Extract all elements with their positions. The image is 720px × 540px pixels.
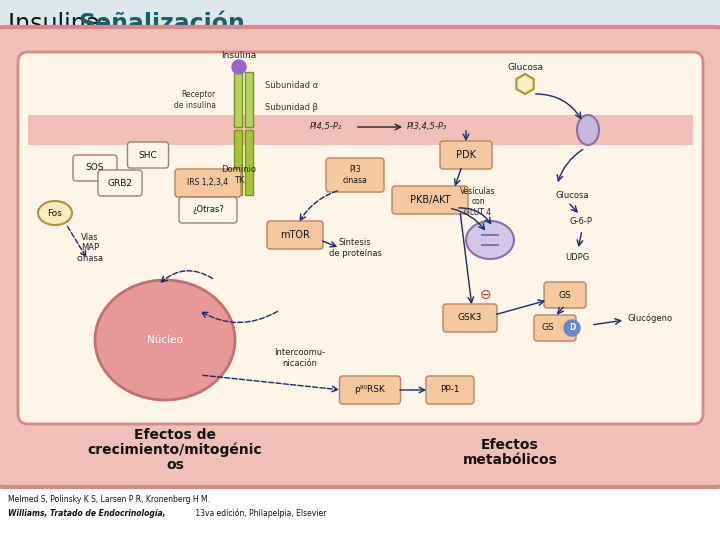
- Text: Receptor
de insulina: Receptor de insulina: [174, 90, 216, 110]
- Text: PKB/AKT: PKB/AKT: [410, 195, 450, 205]
- Text: GS: GS: [559, 291, 572, 300]
- Ellipse shape: [577, 115, 599, 145]
- Text: PP-1: PP-1: [440, 386, 460, 395]
- FancyBboxPatch shape: [440, 141, 492, 169]
- Text: SOS: SOS: [86, 164, 104, 172]
- Text: SHC: SHC: [139, 151, 158, 159]
- Text: Señalización: Señalización: [78, 12, 245, 36]
- FancyBboxPatch shape: [544, 282, 586, 308]
- Bar: [0, 0, 720, 38]
- Text: IRS 1,2,3,4: IRS 1,2,3,4: [187, 179, 228, 187]
- Text: Insulina: Insulina: [221, 51, 256, 59]
- Circle shape: [564, 320, 580, 336]
- Text: ⊖: ⊖: [480, 288, 492, 302]
- FancyBboxPatch shape: [340, 376, 400, 404]
- Bar: [234, 130, 242, 195]
- Text: G-6-P: G-6-P: [570, 218, 593, 226]
- Polygon shape: [516, 74, 534, 94]
- Text: Melmed S, Polinsky K S, Larsen P R, Kronenberg H M.: Melmed S, Polinsky K S, Larsen P R, Kron…: [8, 496, 212, 504]
- Text: Fos: Fos: [48, 208, 63, 218]
- Text: mTOR: mTOR: [280, 230, 310, 240]
- Text: Glucógeno: Glucógeno: [628, 313, 673, 323]
- FancyBboxPatch shape: [0, 27, 720, 487]
- Bar: [245, 130, 253, 195]
- Bar: [28, 115, 693, 145]
- FancyBboxPatch shape: [98, 170, 142, 196]
- Text: Subunidad β: Subunidad β: [265, 104, 318, 112]
- Text: Dominio
TK: Dominio TK: [222, 165, 256, 185]
- FancyBboxPatch shape: [534, 315, 576, 341]
- Circle shape: [232, 60, 246, 74]
- FancyBboxPatch shape: [443, 304, 497, 332]
- Text: Glucosa: Glucosa: [555, 191, 588, 199]
- Text: Insulina:: Insulina:: [8, 12, 115, 36]
- Ellipse shape: [95, 280, 235, 400]
- FancyBboxPatch shape: [392, 186, 468, 214]
- Bar: [234, 72, 242, 127]
- Text: GS: GS: [541, 323, 554, 333]
- FancyBboxPatch shape: [175, 169, 241, 197]
- Ellipse shape: [38, 201, 72, 225]
- Text: UDPG: UDPG: [565, 253, 589, 262]
- Text: Glucosa: Glucosa: [507, 64, 543, 72]
- FancyBboxPatch shape: [426, 376, 474, 404]
- Text: Efectos: Efectos: [481, 438, 539, 452]
- Text: GSK3: GSK3: [458, 314, 482, 322]
- Text: os: os: [166, 458, 184, 472]
- Text: GRB2: GRB2: [107, 179, 132, 187]
- Text: PI3
cinasa: PI3 cinasa: [343, 165, 367, 185]
- Text: Síntesis
de proteínas: Síntesis de proteínas: [328, 238, 382, 258]
- Text: PI3,4,5-P₃: PI3,4,5-P₃: [407, 123, 447, 132]
- Text: ¿Otras?: ¿Otras?: [192, 206, 224, 214]
- Text: Williams, Tratado de Endocrinología,: Williams, Tratado de Endocrinología,: [8, 509, 166, 517]
- Ellipse shape: [466, 221, 514, 259]
- FancyBboxPatch shape: [326, 158, 384, 192]
- Text: D: D: [569, 323, 575, 333]
- FancyBboxPatch shape: [18, 52, 703, 424]
- Text: Intercoomu-
nicación: Intercoomu- nicación: [274, 348, 325, 368]
- Text: Vesículas
con
GLUT 4: Vesículas con GLUT 4: [460, 187, 496, 217]
- Text: metabólicos: metabólicos: [462, 453, 557, 467]
- Text: 13va edición, Philapelpia, Elsevier: 13va edición, Philapelpia, Elsevier: [193, 508, 326, 518]
- Text: PI4,5-P₂: PI4,5-P₂: [310, 123, 342, 132]
- FancyBboxPatch shape: [179, 197, 237, 223]
- Text: crecimiento/mitogénic: crecimiento/mitogénic: [88, 443, 262, 457]
- FancyBboxPatch shape: [127, 142, 168, 168]
- FancyBboxPatch shape: [73, 155, 117, 181]
- Text: Núcleo: Núcleo: [147, 335, 183, 345]
- Bar: [245, 72, 253, 127]
- Text: p⁹⁰RSK: p⁹⁰RSK: [354, 386, 385, 395]
- Text: Vías
MAP
cinasa: Vías MAP cinasa: [76, 233, 104, 263]
- Text: Subunidad α: Subunidad α: [265, 80, 318, 90]
- FancyBboxPatch shape: [267, 221, 323, 249]
- Text: PDK: PDK: [456, 150, 476, 160]
- Text: Efectos de: Efectos de: [134, 428, 216, 442]
